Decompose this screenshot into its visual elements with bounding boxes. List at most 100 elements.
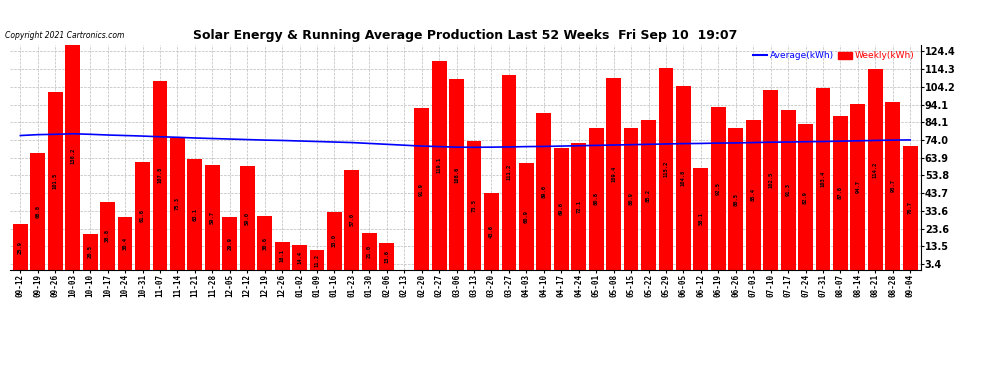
Bar bbox=[642, 120, 656, 270]
Text: 95.7: 95.7 bbox=[890, 179, 895, 192]
Text: 25.9: 25.9 bbox=[18, 241, 23, 254]
Bar bbox=[729, 129, 743, 270]
Text: 63.1: 63.1 bbox=[192, 208, 197, 221]
Text: 70.7: 70.7 bbox=[908, 201, 913, 214]
Bar bbox=[484, 194, 499, 270]
Text: 103.4: 103.4 bbox=[821, 171, 826, 187]
Bar bbox=[903, 146, 918, 270]
Title: Solar Energy & Running Average Production Last 52 Weeks  Fri Sep 10  19:07: Solar Energy & Running Average Productio… bbox=[193, 30, 738, 42]
Text: 60.9: 60.9 bbox=[524, 210, 529, 223]
Text: 59.0: 59.0 bbox=[245, 211, 249, 225]
Text: 59.7: 59.7 bbox=[210, 211, 215, 224]
Bar bbox=[310, 251, 325, 270]
Bar bbox=[379, 243, 394, 270]
Bar bbox=[100, 202, 115, 270]
Bar bbox=[466, 141, 481, 270]
Bar bbox=[170, 138, 185, 270]
Text: 20.5: 20.5 bbox=[88, 246, 93, 258]
Text: 80.8: 80.8 bbox=[594, 192, 599, 206]
Bar bbox=[537, 112, 551, 270]
Text: 92.5: 92.5 bbox=[716, 182, 721, 195]
Bar bbox=[274, 242, 289, 270]
Bar bbox=[763, 90, 778, 270]
Bar bbox=[589, 128, 604, 270]
Text: 69.6: 69.6 bbox=[558, 202, 563, 215]
Text: 58.1: 58.1 bbox=[698, 212, 703, 225]
Bar bbox=[711, 107, 726, 270]
Bar bbox=[519, 163, 534, 270]
Text: 57.0: 57.0 bbox=[349, 213, 354, 226]
Bar bbox=[816, 88, 831, 270]
Text: 85.2: 85.2 bbox=[646, 189, 651, 202]
Text: 91.3: 91.3 bbox=[786, 183, 791, 196]
Text: 119.1: 119.1 bbox=[437, 157, 442, 174]
Bar bbox=[850, 104, 865, 270]
Bar bbox=[240, 166, 254, 270]
Text: 14.4: 14.4 bbox=[297, 251, 302, 264]
Text: 38.8: 38.8 bbox=[105, 230, 110, 242]
Bar bbox=[658, 68, 673, 270]
Bar bbox=[571, 143, 586, 270]
Bar bbox=[781, 110, 796, 270]
Bar bbox=[118, 217, 133, 270]
Text: 15.6: 15.6 bbox=[384, 250, 389, 263]
Bar bbox=[624, 128, 639, 270]
Text: 80.9: 80.9 bbox=[629, 192, 634, 206]
Text: 130.2: 130.2 bbox=[70, 147, 75, 164]
Text: 80.5: 80.5 bbox=[734, 193, 739, 206]
Bar bbox=[65, 41, 80, 270]
Bar bbox=[13, 225, 28, 270]
Text: 72.1: 72.1 bbox=[576, 200, 581, 213]
Text: 94.7: 94.7 bbox=[855, 180, 860, 193]
Text: 30.6: 30.6 bbox=[262, 237, 267, 250]
Text: 114.2: 114.2 bbox=[873, 162, 878, 178]
Text: 33.0: 33.0 bbox=[332, 234, 337, 248]
Text: 108.6: 108.6 bbox=[454, 166, 459, 183]
Text: 73.5: 73.5 bbox=[471, 199, 476, 212]
Text: 89.6: 89.6 bbox=[542, 185, 546, 198]
Text: 75.3: 75.3 bbox=[175, 197, 180, 210]
Bar bbox=[885, 102, 900, 270]
Bar bbox=[606, 78, 621, 270]
Bar bbox=[693, 168, 708, 270]
Text: 82.9: 82.9 bbox=[803, 190, 808, 204]
Bar bbox=[135, 162, 149, 270]
Text: 16.1: 16.1 bbox=[279, 249, 284, 262]
Bar bbox=[502, 75, 517, 270]
Text: 87.8: 87.8 bbox=[838, 186, 842, 200]
Text: 102.5: 102.5 bbox=[768, 172, 773, 188]
Text: 101.5: 101.5 bbox=[52, 172, 57, 189]
Text: 11.2: 11.2 bbox=[315, 254, 320, 267]
Bar bbox=[31, 153, 46, 270]
Text: 109.4: 109.4 bbox=[611, 166, 616, 182]
Text: 29.9: 29.9 bbox=[228, 237, 233, 250]
Text: 43.6: 43.6 bbox=[489, 225, 494, 238]
Text: 21.0: 21.0 bbox=[367, 245, 372, 258]
Text: 104.8: 104.8 bbox=[681, 170, 686, 186]
Bar bbox=[205, 165, 220, 270]
Text: 115.2: 115.2 bbox=[663, 160, 668, 177]
Bar bbox=[676, 86, 691, 270]
Legend: Average(kWh), Weekly(kWh): Average(kWh), Weekly(kWh) bbox=[751, 50, 916, 62]
Bar bbox=[327, 212, 342, 270]
Bar bbox=[223, 217, 238, 270]
Bar bbox=[362, 233, 377, 270]
Text: Copyright 2021 Cartronics.com: Copyright 2021 Cartronics.com bbox=[5, 30, 125, 39]
Text: 91.9: 91.9 bbox=[419, 183, 424, 196]
Bar bbox=[833, 116, 847, 270]
Bar bbox=[48, 92, 62, 270]
Bar bbox=[83, 234, 98, 270]
Bar bbox=[449, 79, 464, 270]
Text: 107.8: 107.8 bbox=[157, 167, 162, 183]
Bar bbox=[257, 216, 272, 270]
Bar bbox=[187, 159, 202, 270]
Bar bbox=[345, 170, 359, 270]
Text: 30.4: 30.4 bbox=[123, 237, 128, 250]
Text: 85.4: 85.4 bbox=[750, 189, 755, 201]
Bar bbox=[798, 124, 813, 270]
Text: 61.6: 61.6 bbox=[140, 209, 145, 222]
Bar bbox=[152, 81, 167, 270]
Bar bbox=[414, 108, 429, 270]
Bar bbox=[745, 120, 760, 270]
Bar bbox=[553, 148, 568, 270]
